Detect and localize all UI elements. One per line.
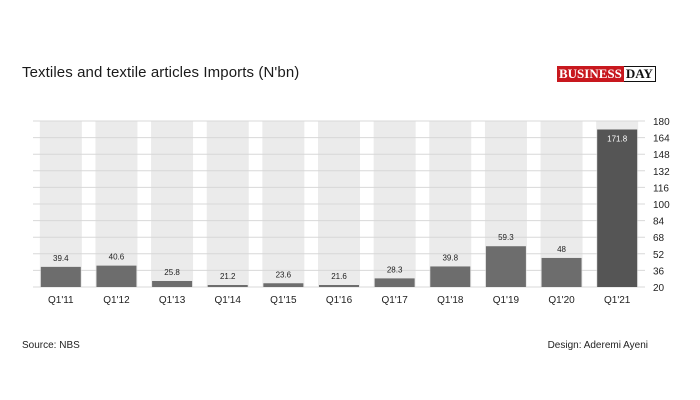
businessday-logo: BUSINESS DAY [557,66,656,82]
x-tick-label: Q1'13 [159,295,186,306]
y-tick-label: 116 [653,183,669,194]
y-tick-label: 164 [653,134,670,145]
design-credit: Design: Aderemi Ayeni [547,340,648,351]
data-label: 171.8 [607,135,628,144]
bar [319,285,359,287]
x-tick-label: Q1'15 [270,295,297,306]
bar [374,278,415,287]
y-tick-label: 36 [653,266,665,277]
y-tick-label: 148 [653,150,670,161]
y-tick-label: 20 [653,283,665,294]
chart-title: Textiles and textile articles Imports (N… [22,64,300,81]
logo-part-day: DAY [623,66,656,82]
data-label: 25.8 [164,268,180,277]
data-label: 21.2 [220,272,236,281]
bar [430,266,471,287]
bar [207,285,248,287]
x-tick-label: Q1'20 [548,295,575,306]
data-label: 39.8 [442,253,458,262]
y-tick-label: 68 [653,233,665,244]
x-tick-label: Q1'18 [437,295,464,306]
x-tick-label: Q1'17 [381,295,408,306]
bar [263,283,304,287]
bar [541,257,582,287]
x-tick-label: Q1'19 [493,295,520,306]
x-tick-label: Q1'11 [48,295,74,306]
y-tick-label: 180 [653,117,670,128]
data-label: 48 [557,245,566,254]
data-label: 21.6 [331,272,347,281]
data-label: 40.6 [109,253,125,262]
bar [152,280,193,287]
y-tick-label: 52 [653,250,665,261]
x-tick-label: Q1'21 [604,295,631,306]
y-tick-label: 132 [653,167,670,178]
x-tick-label: Q1'12 [103,295,130,306]
data-label: 23.6 [276,270,292,279]
logo-part-business: BUSINESS [557,66,624,82]
bar [597,129,638,287]
y-tick-label: 84 [653,217,665,228]
y-tick-label: 100 [653,200,670,211]
x-tick-label: Q1'14 [215,295,242,306]
data-label: 39.4 [53,254,69,263]
bar [40,266,81,287]
bar [96,265,137,287]
source-note: Source: NBS [22,340,80,351]
x-tick-label: Q1'16 [326,295,353,306]
data-label: 59.3 [498,233,514,242]
data-label: 28.3 [387,265,403,274]
bar [485,246,526,287]
